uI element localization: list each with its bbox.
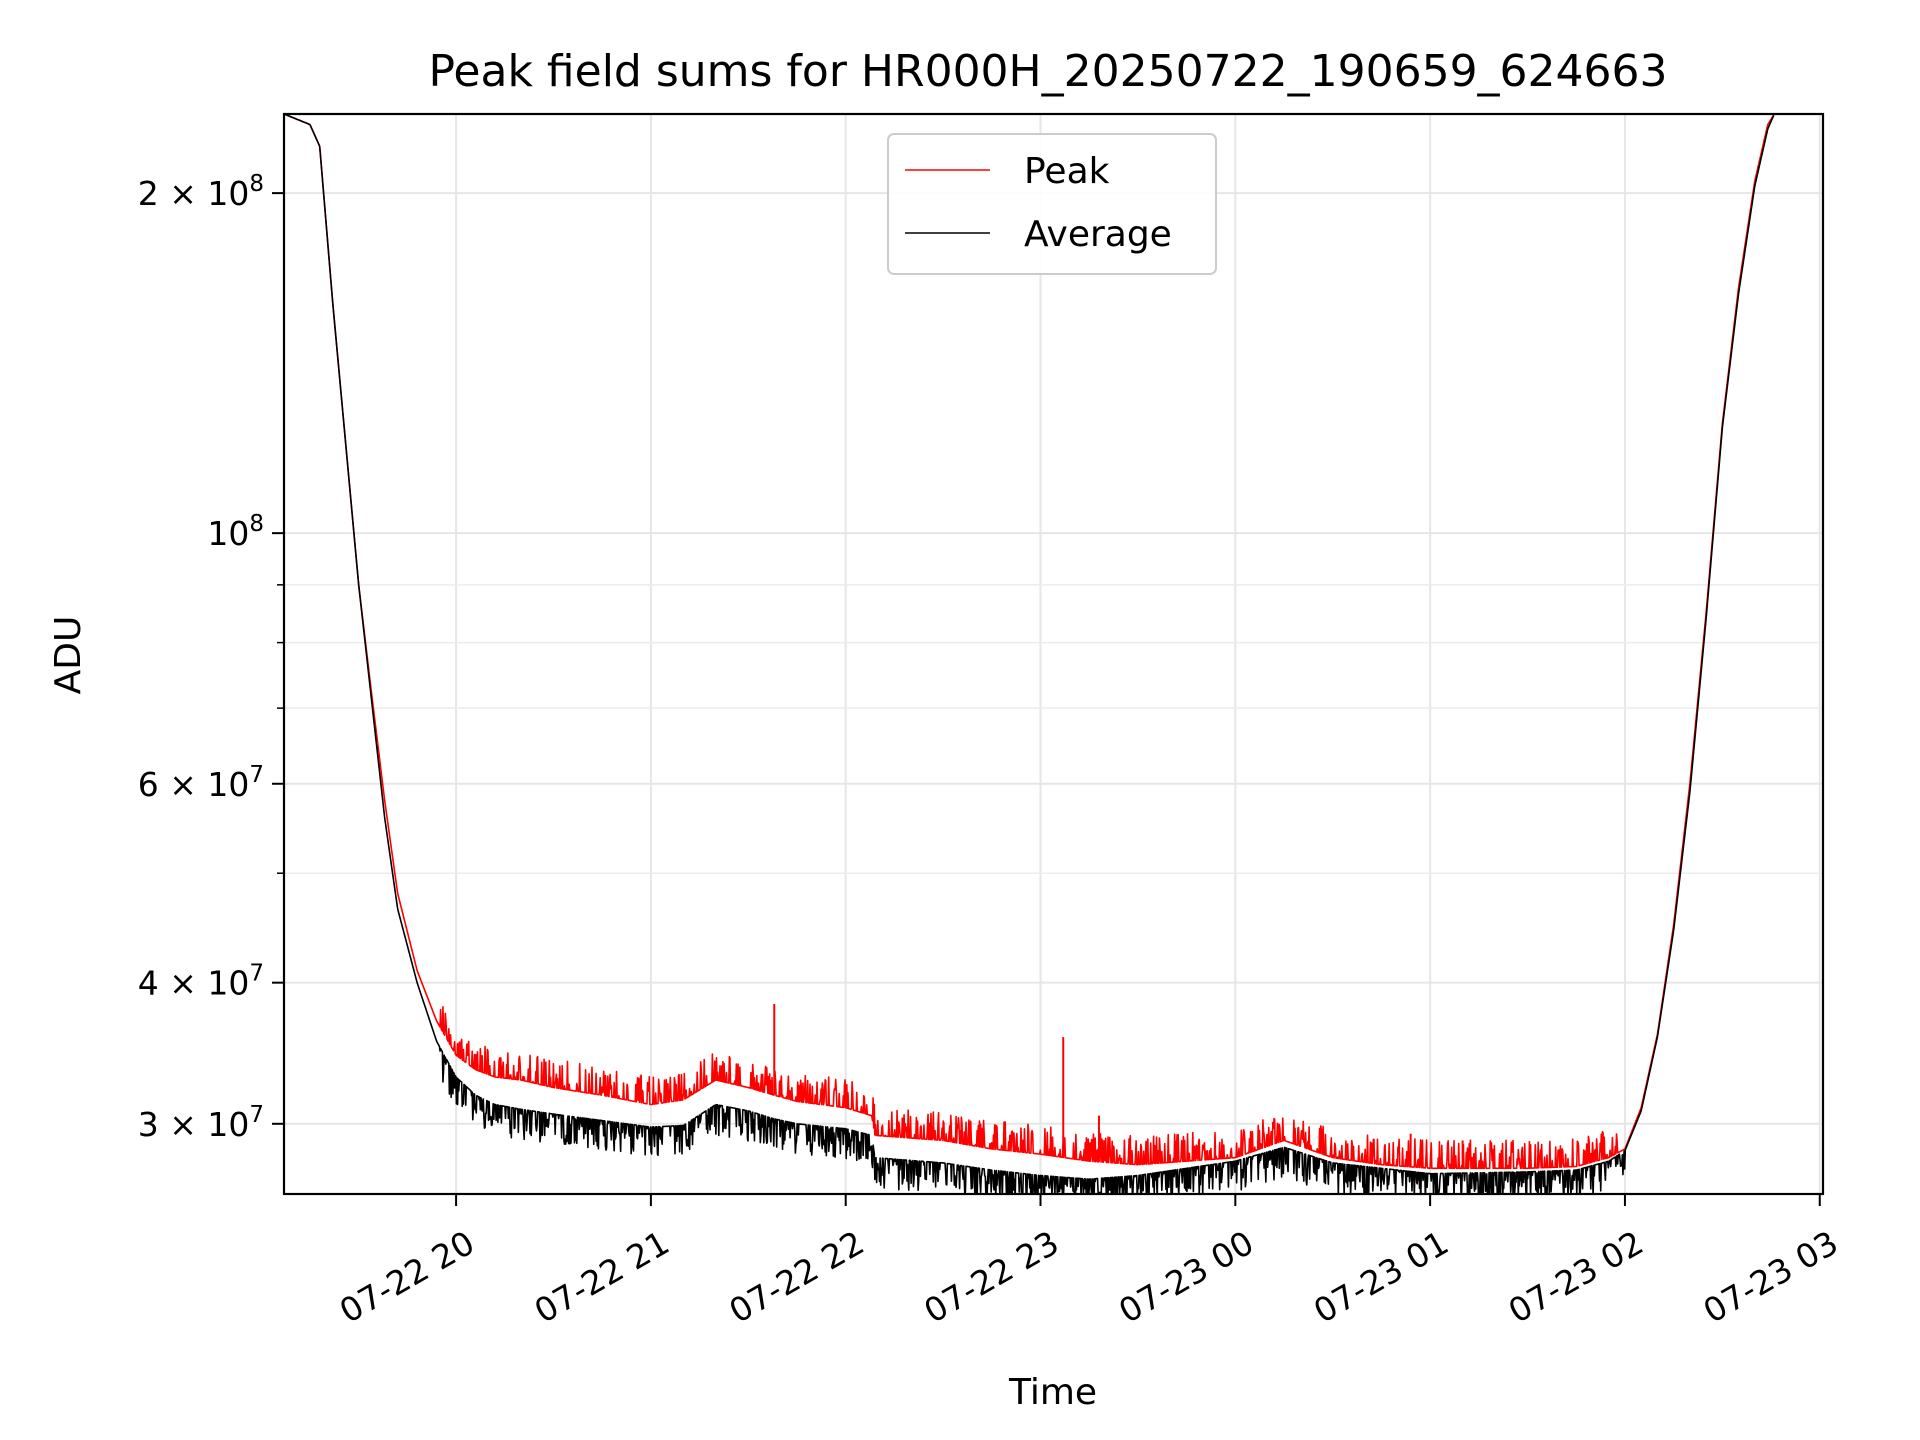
x-tick-label: 07-22 22 xyxy=(723,1223,871,1331)
legend-label-average: Average xyxy=(1024,214,1172,255)
x-axis-label: Time xyxy=(1008,1372,1097,1413)
legend-box xyxy=(887,133,1217,275)
x-tick-label: 07-22 21 xyxy=(528,1223,676,1331)
plot-frame xyxy=(282,112,1825,1196)
x-axis: 07-22 20 07-22 21 07-22 22 07-22 23 07-23 00… xyxy=(333,1194,1845,1331)
y-tick-label: 3 × 107 xyxy=(138,1102,264,1144)
x-tick-label: 07-22 20 xyxy=(333,1223,481,1331)
legend-label-peak: Peak xyxy=(1024,151,1110,192)
x-tick-label: 07-23 01 xyxy=(1307,1223,1455,1331)
series-layer xyxy=(284,114,1775,1194)
grid-lines xyxy=(284,114,1823,1194)
chart-title: Peak field sums for HR000H_20250722_1906… xyxy=(428,46,1667,97)
x-tick-label: 07-22 23 xyxy=(917,1223,1065,1331)
x-tick-label: 07-23 00 xyxy=(1112,1223,1260,1331)
x-tick-label: 07-23 02 xyxy=(1502,1223,1650,1331)
y-tick-label: 6 × 107 xyxy=(138,762,264,804)
y-tick-label: 108 xyxy=(207,511,264,553)
y-tick-label: 4 × 107 xyxy=(138,961,264,1003)
y-axis: 2 × 108 108 6 × 107 4 × 107 3 × 107 xyxy=(138,171,284,1144)
series-line-average xyxy=(284,114,1775,1194)
x-tick-label: 07-23 03 xyxy=(1697,1223,1845,1331)
legend: Peak Average xyxy=(887,133,1217,275)
y-axis-label: ADU xyxy=(48,616,89,695)
series-line-peak xyxy=(284,114,1775,1170)
y-tick-label: 2 × 108 xyxy=(138,171,264,213)
